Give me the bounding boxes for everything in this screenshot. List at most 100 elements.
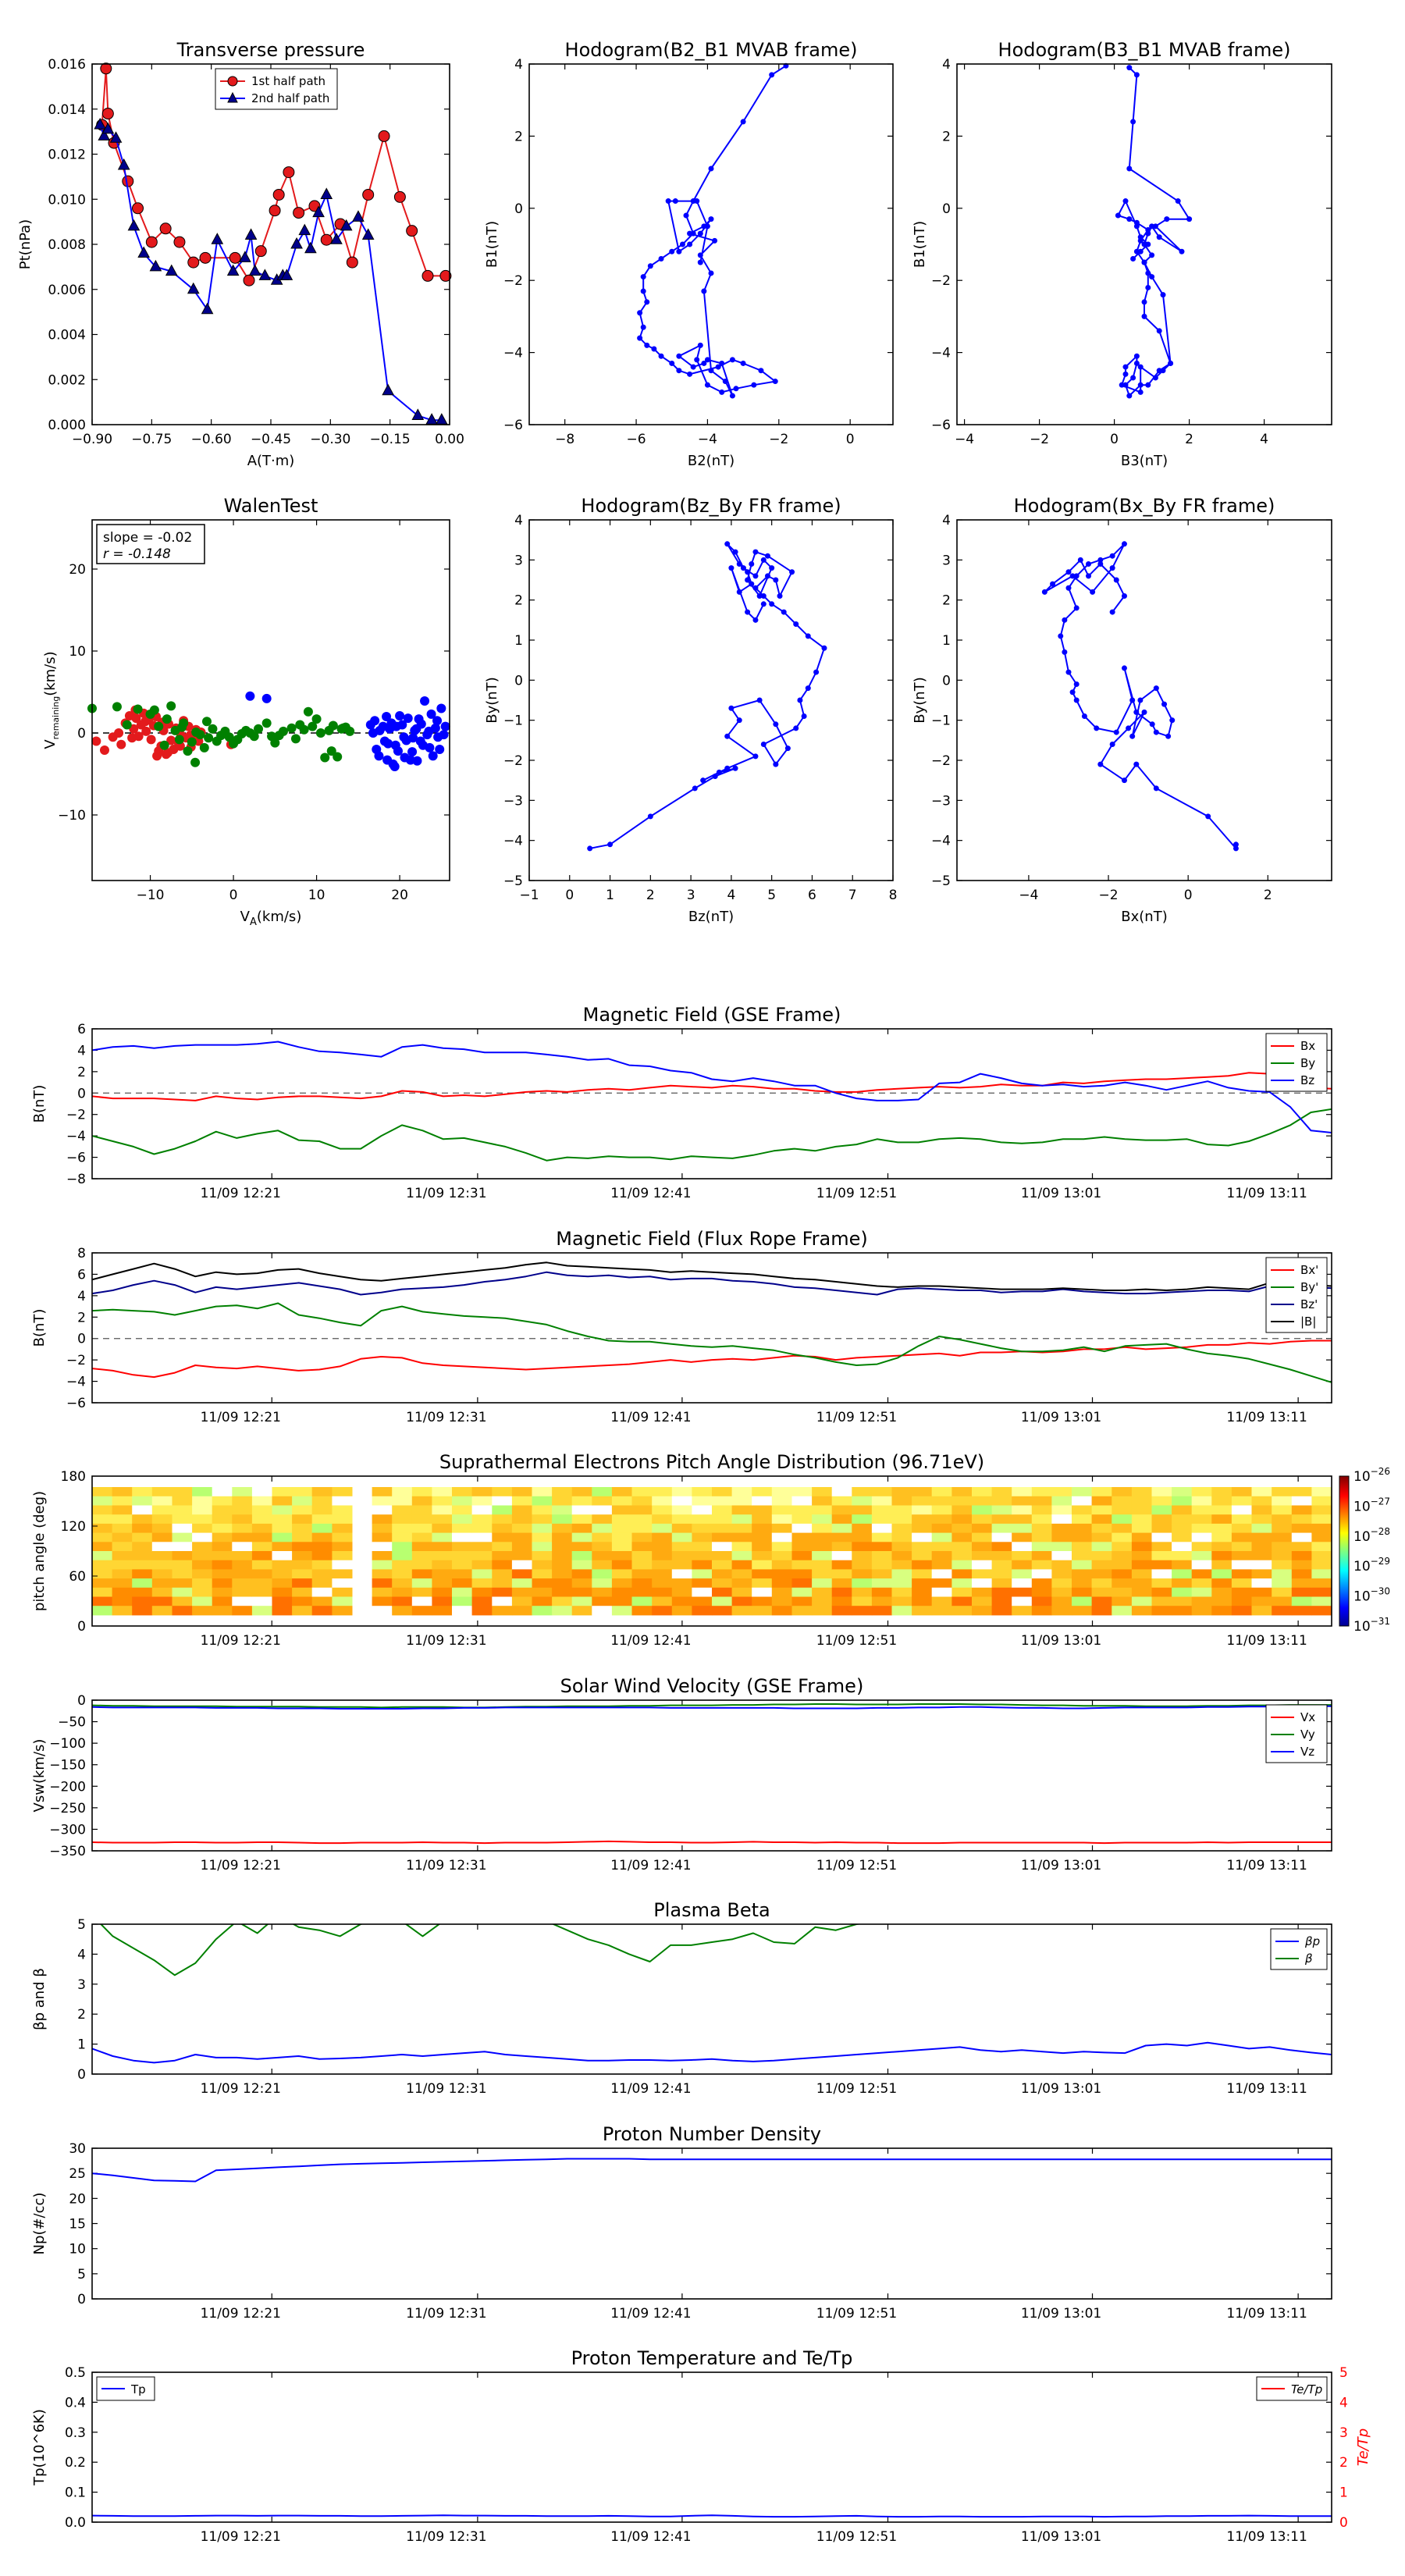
heatmap-cell: [592, 1542, 613, 1552]
heatmap-cell: [972, 1487, 993, 1497]
heatmap-cell: [1311, 1606, 1332, 1616]
data-point: [773, 577, 779, 583]
data-point: [183, 746, 193, 756]
heatmap-cell: [272, 1606, 293, 1616]
data-point: [756, 697, 763, 703]
heatmap-cell: [272, 1569, 293, 1579]
data-point: [708, 270, 714, 276]
data-point: [745, 569, 751, 575]
heatmap-cell: [151, 1551, 173, 1561]
y-tick-label: −2: [931, 753, 951, 769]
data-point: [187, 737, 197, 747]
data-point: [428, 751, 438, 761]
data-point: [187, 282, 200, 294]
heatmap-cell: [212, 1514, 233, 1525]
heatmap-cell: [931, 1596, 952, 1606]
series-Bz: [92, 1271, 1332, 1296]
heatmap-cell: [372, 1542, 393, 1552]
heatmap-cell: [492, 1551, 513, 1561]
y-tick-label: 0: [77, 1332, 86, 1347]
data-point: [1130, 119, 1136, 125]
heatmap-cell: [1272, 1578, 1293, 1589]
heatmap-cell: [392, 1523, 413, 1534]
heatmap-cell: [151, 1505, 173, 1515]
series-By: [92, 1108, 1332, 1162]
y-tick-label: −4: [66, 1375, 86, 1390]
data-point: [729, 393, 735, 399]
heatmap-cell: [172, 1523, 193, 1534]
heatmap-cell: [311, 1596, 333, 1606]
heatmap-cell: [532, 1569, 553, 1579]
plot-frame: [91, 1028, 1332, 1179]
heatmap-cell: [592, 1606, 613, 1616]
heatmap-cell: [852, 1532, 873, 1542]
heatmap-cell: [812, 1596, 833, 1606]
data-point: [756, 593, 763, 600]
heatmap-cell: [1251, 1551, 1272, 1561]
heatmap-cell: [991, 1505, 1012, 1515]
heatmap-cell: [891, 1569, 912, 1579]
legend-marker: [227, 91, 238, 103]
heatmap-cell: [452, 1606, 473, 1616]
heatmap-cell: [332, 1542, 353, 1552]
heatmap-cell: [1311, 1514, 1332, 1525]
legend: Vx Vy Vz: [1265, 1704, 1328, 1763]
data-point: [304, 241, 317, 254]
heatmap-cell: [112, 1587, 133, 1597]
data-point: [393, 746, 403, 756]
heatmap-cell: [392, 1578, 413, 1589]
heatmap-cell: [611, 1596, 632, 1606]
heatmap-cell: [1112, 1596, 1133, 1606]
heatmap-cell: [991, 1523, 1012, 1534]
data-point: [651, 346, 657, 352]
heatmap-cell: [592, 1551, 613, 1561]
x-axis-label: VA(km/s): [240, 909, 302, 928]
heatmap-cell: [471, 1523, 493, 1534]
legend-label: Vy: [1300, 1727, 1315, 1742]
data-point: [1232, 845, 1239, 852]
heatmap-cell: [1012, 1523, 1033, 1534]
x-tick-label: 11/09 13:11: [1226, 2529, 1307, 2545]
x-tick-label: 11/09 13:11: [1226, 1858, 1307, 1873]
heatmap-cell: [671, 1487, 692, 1497]
y2-tick-label: 0: [1339, 2515, 1348, 2531]
heatmap-cell: [652, 1514, 673, 1525]
heatmap-cell: [1131, 1606, 1152, 1616]
heatmap-cell: [1251, 1596, 1272, 1606]
heatmap-cell: [132, 1514, 153, 1525]
heatmap-cell: [831, 1532, 852, 1542]
heatmap-cell: [1051, 1606, 1072, 1616]
heatmap-cell: [1291, 1523, 1312, 1534]
data-point: [701, 288, 707, 294]
bgse-chart: Magnetic Field (GSE Frame) −8 −6 −4 −2 0 2 4 6 11…: [31, 1004, 1332, 1201]
data-point: [1121, 541, 1127, 547]
heatmap-cell: [1251, 1578, 1272, 1589]
x-tick-label: 11/09 12:51: [816, 1186, 897, 1201]
plot-area: [92, 1261, 1332, 1383]
heatmap-cell: [692, 1514, 713, 1525]
heatmap-cell: [611, 1587, 632, 1597]
heatmap-cell: [791, 1496, 813, 1506]
y2-tick-label: 2: [1339, 2455, 1348, 2471]
x-tick-label: 0: [229, 888, 238, 903]
data-point: [1137, 364, 1144, 370]
data-point: [722, 379, 728, 385]
heatmap-cell: [332, 1560, 353, 1570]
plot-frame: [91, 1699, 1332, 1852]
data-point: [312, 205, 325, 218]
heatmap-cell: [471, 1514, 493, 1525]
heatmap-cell: [432, 1560, 453, 1570]
heatmap-cell: [1131, 1542, 1152, 1552]
y-axis-label-unit: (km/s): [42, 651, 59, 696]
heatmap-cell: [192, 1560, 213, 1570]
data-point: [293, 207, 305, 219]
heatmap-cell: [1051, 1523, 1072, 1534]
x-tick-label: 11/09 12:31: [406, 1186, 486, 1201]
heatmap-cell: [552, 1606, 573, 1616]
heatmap-cell: [272, 1560, 293, 1570]
data-point: [1097, 560, 1104, 567]
data-point: [274, 731, 284, 741]
data-point: [769, 72, 775, 78]
heatmap-cell: [432, 1487, 453, 1497]
heatmap-cell: [972, 1596, 993, 1606]
